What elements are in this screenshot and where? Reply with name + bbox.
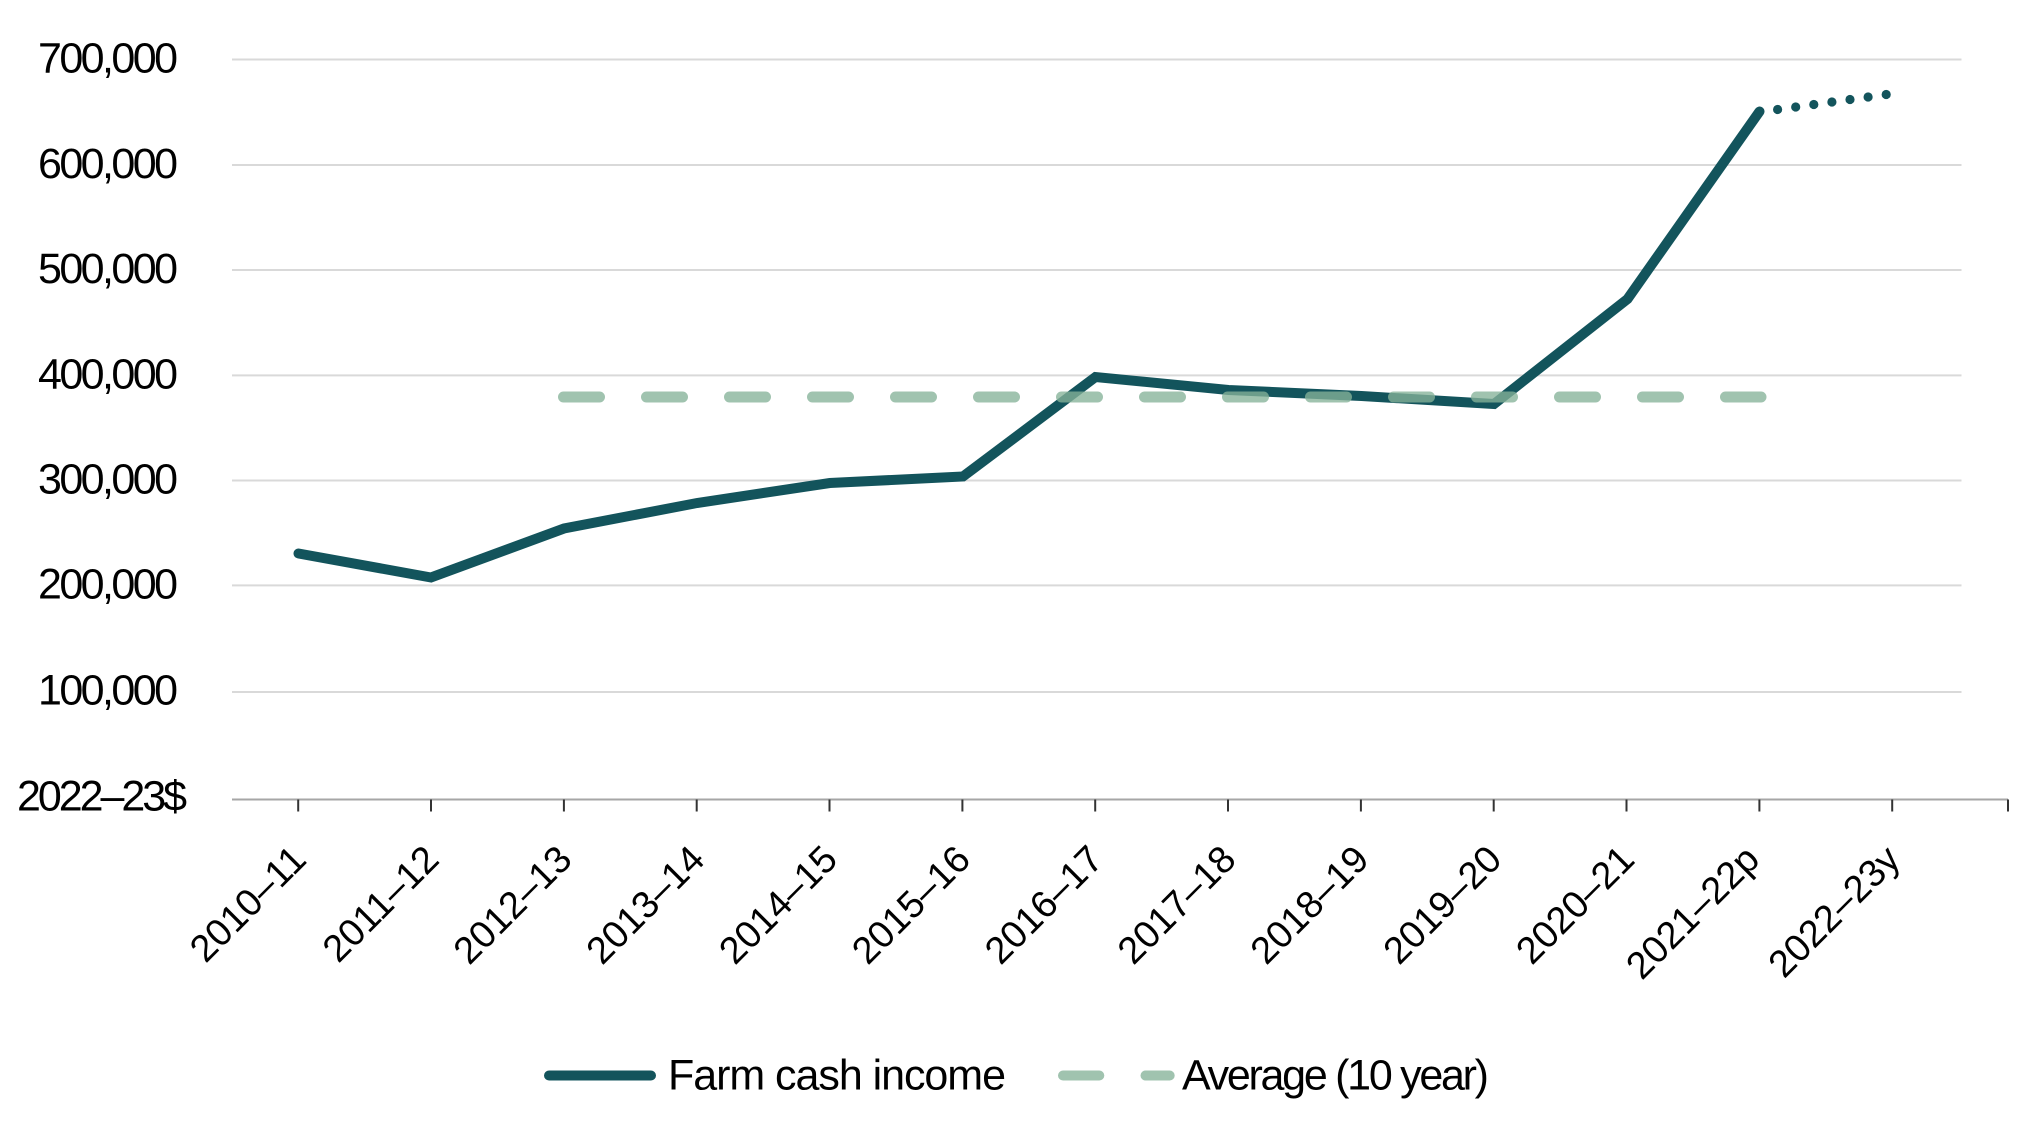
svg-text:400,000: 400,000 bbox=[38, 350, 178, 398]
svg-text:Average (10 year): Average (10 year) bbox=[1182, 1052, 1489, 1100]
svg-text:600,000: 600,000 bbox=[38, 140, 178, 188]
svg-text:100,000: 100,000 bbox=[38, 667, 178, 715]
svg-text:200,000: 200,000 bbox=[38, 560, 178, 608]
svg-text:500,000: 500,000 bbox=[38, 245, 178, 293]
svg-text:700,000: 700,000 bbox=[38, 35, 178, 83]
svg-text:2022–23$: 2022–23$ bbox=[17, 773, 187, 821]
svg-text:Farm cash income: Farm cash income bbox=[668, 1052, 1006, 1100]
svg-text:300,000: 300,000 bbox=[38, 456, 178, 504]
